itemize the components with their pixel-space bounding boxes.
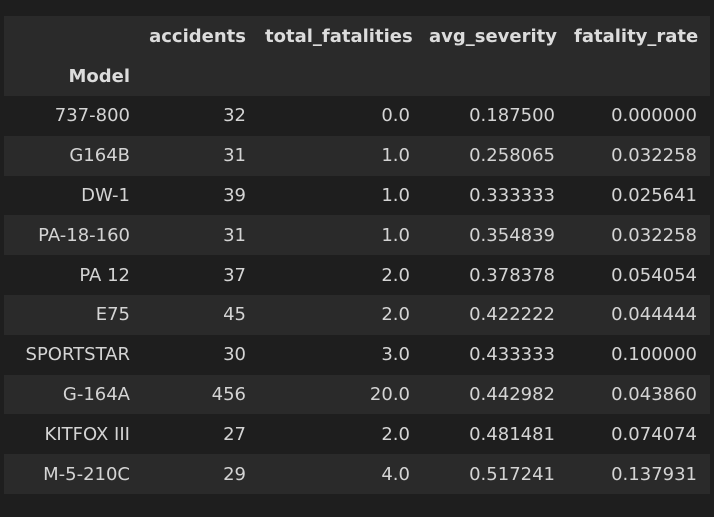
cell-avg-severity: 0.378378 (469, 264, 555, 286)
cell-fatality-rate: 0.137931 (611, 463, 697, 485)
row-index-model: G164B (69, 145, 130, 167)
cell-total-fatalities: 1.0 (381, 184, 410, 206)
column-header-fatality-rate: fatality_rate (568, 16, 710, 56)
header-corner (4, 16, 143, 56)
cell-fatality-rate: 0.074074 (611, 423, 697, 445)
cell-total-fatalities: 0.0 (381, 105, 410, 127)
index-header-spacer (568, 56, 710, 96)
cell-avg-severity: 0.258065 (469, 145, 555, 167)
cell-avg-severity: 0.517241 (469, 463, 555, 485)
cell-accidents: 27 (223, 423, 246, 445)
cell-fatality-rate: 0.032258 (611, 224, 697, 246)
cell-fatality-rate: 0.100000 (611, 344, 697, 366)
cell-total-fatalities: 1.0 (381, 224, 410, 246)
row-index-model: KITFOX III (44, 423, 130, 445)
cell-total-fatalities: 1.0 (381, 145, 410, 167)
cell-accidents: 456 (211, 383, 246, 405)
cell-accidents: 39 (223, 184, 246, 206)
row-index-model: PA-18-160 (38, 224, 130, 246)
table-body: 737-800 32 0.0 0.187500 0.000000 G164B 31 1.0 0.… (4, 96, 710, 494)
cell-accidents: 29 (223, 463, 246, 485)
table-row: SPORTSTAR 30 3.0 0.433333 0.100000 (4, 334, 710, 375)
table-row: KITFOX III 27 2.0 0.481481 0.074074 (4, 414, 710, 455)
cell-avg-severity: 0.354839 (469, 224, 555, 246)
cell-accidents: 31 (223, 224, 246, 246)
table-row: PA 12 37 2.0 0.378378 0.054054 (4, 255, 710, 295)
cell-accidents: 31 (223, 145, 246, 167)
column-header-row: accidents total_fatalities avg_severity … (4, 16, 710, 56)
cell-fatality-rate: 0.032258 (611, 145, 697, 167)
dataframe-table: accidents total_fatalities avg_severity … (4, 16, 710, 494)
row-index-model: PA 12 (79, 264, 130, 286)
cell-avg-severity: 0.442982 (469, 383, 555, 405)
column-header-avg-severity: avg_severity (423, 16, 568, 56)
index-header-spacer (143, 56, 259, 96)
cell-total-fatalities: 2.0 (381, 304, 410, 326)
cell-fatality-rate: 0.054054 (611, 264, 697, 286)
column-header-total-fatalities: total_fatalities (259, 16, 423, 56)
row-index-model: SPORTSTAR (25, 344, 130, 366)
cell-accidents: 32 (223, 105, 246, 127)
cell-avg-severity: 0.333333 (469, 184, 555, 206)
table-row: G164B 31 1.0 0.258065 0.032258 (4, 135, 710, 176)
row-index-model: G-164A (62, 383, 130, 405)
table-row: M-5-210C 29 4.0 0.517241 0.137931 (4, 454, 710, 494)
row-index-model: E75 (95, 304, 130, 326)
cell-total-fatalities: 2.0 (381, 423, 410, 445)
cell-avg-severity: 0.433333 (469, 344, 555, 366)
row-index-model: DW-1 (81, 184, 130, 206)
index-header-spacer (423, 56, 568, 96)
dataframe-output: accidents total_fatalities avg_severity … (4, 16, 710, 494)
table-row: E75 45 2.0 0.422222 0.044444 (4, 294, 710, 335)
index-header-spacer (259, 56, 423, 96)
table-row: DW-1 39 1.0 0.333333 0.025641 (4, 175, 710, 216)
cell-avg-severity: 0.187500 (469, 105, 555, 127)
index-header-row: Model (4, 56, 710, 96)
cell-fatality-rate: 0.000000 (611, 105, 697, 127)
cell-accidents: 30 (223, 344, 246, 366)
cell-fatality-rate: 0.025641 (611, 184, 697, 206)
table-row: G-164A 456 20.0 0.442982 0.043860 (4, 374, 710, 415)
cell-avg-severity: 0.422222 (469, 304, 555, 326)
cell-accidents: 37 (223, 264, 246, 286)
cell-fatality-rate: 0.043860 (611, 383, 697, 405)
cell-avg-severity: 0.481481 (469, 423, 555, 445)
cell-total-fatalities: 4.0 (381, 463, 410, 485)
cell-total-fatalities: 2.0 (381, 264, 410, 286)
index-name-header: Model (4, 56, 143, 96)
cell-accidents: 45 (223, 304, 246, 326)
row-index-model: M-5-210C (43, 463, 130, 485)
cell-total-fatalities: 3.0 (381, 344, 410, 366)
cell-total-fatalities: 20.0 (369, 383, 410, 405)
column-header-accidents: accidents (143, 16, 259, 56)
table-row: PA-18-160 31 1.0 0.354839 0.032258 (4, 215, 710, 256)
table-row: 737-800 32 0.0 0.187500 0.000000 (4, 96, 710, 136)
cell-fatality-rate: 0.044444 (611, 304, 697, 326)
row-index-model: 737-800 (54, 105, 130, 127)
